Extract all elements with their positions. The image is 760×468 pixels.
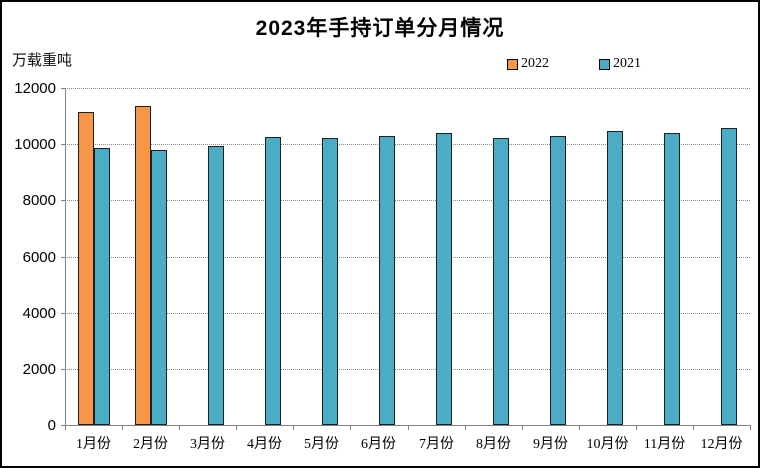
y-tick-label-2000: 2000 bbox=[22, 361, 56, 378]
y-tick-label-6000: 6000 bbox=[22, 249, 56, 266]
x-tick-mark bbox=[465, 426, 466, 430]
y-tick-mark bbox=[61, 88, 65, 89]
bar-2021-1月份 bbox=[94, 148, 110, 425]
x-tick-label-1月份: 1月份 bbox=[76, 437, 111, 452]
y-tick-mark bbox=[61, 200, 65, 201]
y-tick-mark bbox=[61, 257, 65, 258]
x-tick-mark bbox=[293, 426, 294, 430]
bar-2022-2月份 bbox=[135, 106, 151, 425]
bar-2021-8月份 bbox=[493, 138, 509, 425]
x-tick-mark bbox=[408, 426, 409, 430]
bar-2021-9月份 bbox=[550, 136, 566, 425]
x-tick-label-8月份: 8月份 bbox=[476, 437, 511, 452]
bar-2021-6月份 bbox=[379, 136, 395, 425]
legend: 2022 2021 bbox=[2, 56, 758, 74]
x-tick-mark bbox=[522, 426, 523, 430]
legend-label-2021: 2021 bbox=[613, 56, 641, 71]
x-tick-label-9月份: 9月份 bbox=[533, 437, 568, 452]
bar-2021-4月份 bbox=[265, 137, 281, 425]
x-tick-label-11月份: 11月份 bbox=[643, 437, 686, 452]
bar-2021-11月份 bbox=[664, 133, 680, 425]
gridline-2000 bbox=[65, 369, 750, 370]
bar-2021-2月份 bbox=[151, 150, 167, 425]
legend-swatch-2021-icon bbox=[599, 58, 610, 70]
x-tick-mark bbox=[122, 426, 123, 430]
bar-2021-3月份 bbox=[208, 146, 224, 425]
legend-swatch-2022-icon bbox=[507, 58, 518, 70]
y-tick-mark bbox=[61, 425, 65, 426]
y-tick-label-0: 0 bbox=[47, 417, 56, 434]
y-tick-label-10000: 10000 bbox=[14, 136, 56, 153]
x-tick-label-5月份: 5月份 bbox=[304, 437, 339, 452]
y-tick-mark bbox=[61, 369, 65, 370]
y-tick-label-8000: 8000 bbox=[22, 192, 56, 209]
gridline-6000 bbox=[65, 257, 750, 258]
x-tick-mark bbox=[350, 426, 351, 430]
y-tick-label-12000: 12000 bbox=[14, 80, 56, 97]
x-tick-label-4月份: 4月份 bbox=[247, 437, 282, 452]
x-tick-mark bbox=[179, 426, 180, 430]
x-tick-mark bbox=[236, 426, 237, 430]
bar-2021-12月份 bbox=[721, 128, 737, 425]
chart-title: 2023年手持订单分月情况 bbox=[255, 17, 505, 40]
gridline-8000 bbox=[65, 200, 750, 201]
x-tick-mark bbox=[750, 426, 751, 430]
bar-2022-1月份 bbox=[78, 112, 94, 425]
legend-item-2022: 2022 bbox=[507, 56, 549, 72]
y-tick-mark bbox=[61, 144, 65, 145]
x-tick-label-2月份: 2月份 bbox=[133, 437, 168, 452]
x-tick-label-10月份: 10月份 bbox=[586, 437, 629, 452]
y-tick-label-4000: 4000 bbox=[22, 305, 56, 322]
gridline-12000 bbox=[65, 88, 750, 89]
legend-item-2021: 2021 bbox=[599, 56, 641, 72]
y-tick-mark bbox=[61, 313, 65, 314]
legend-label-2022: 2022 bbox=[521, 56, 549, 71]
gridline-4000 bbox=[65, 313, 750, 314]
gridline-10000 bbox=[65, 144, 750, 145]
x-tick-label-12月份: 12月份 bbox=[700, 437, 743, 452]
x-tick-mark bbox=[579, 426, 580, 430]
bar-2021-7月份 bbox=[436, 133, 452, 425]
y-axis-unit-label: 万载重吨 bbox=[12, 52, 73, 69]
x-tick-mark bbox=[693, 426, 694, 430]
x-tick-label-6月份: 6月份 bbox=[361, 437, 396, 452]
x-tick-mark bbox=[65, 426, 66, 430]
bar-2021-10月份 bbox=[607, 131, 623, 425]
bar-2021-5月份 bbox=[322, 138, 338, 425]
x-tick-mark bbox=[636, 426, 637, 430]
x-tick-label-3月份: 3月份 bbox=[190, 437, 225, 452]
x-tick-label-7月份: 7月份 bbox=[419, 437, 454, 452]
